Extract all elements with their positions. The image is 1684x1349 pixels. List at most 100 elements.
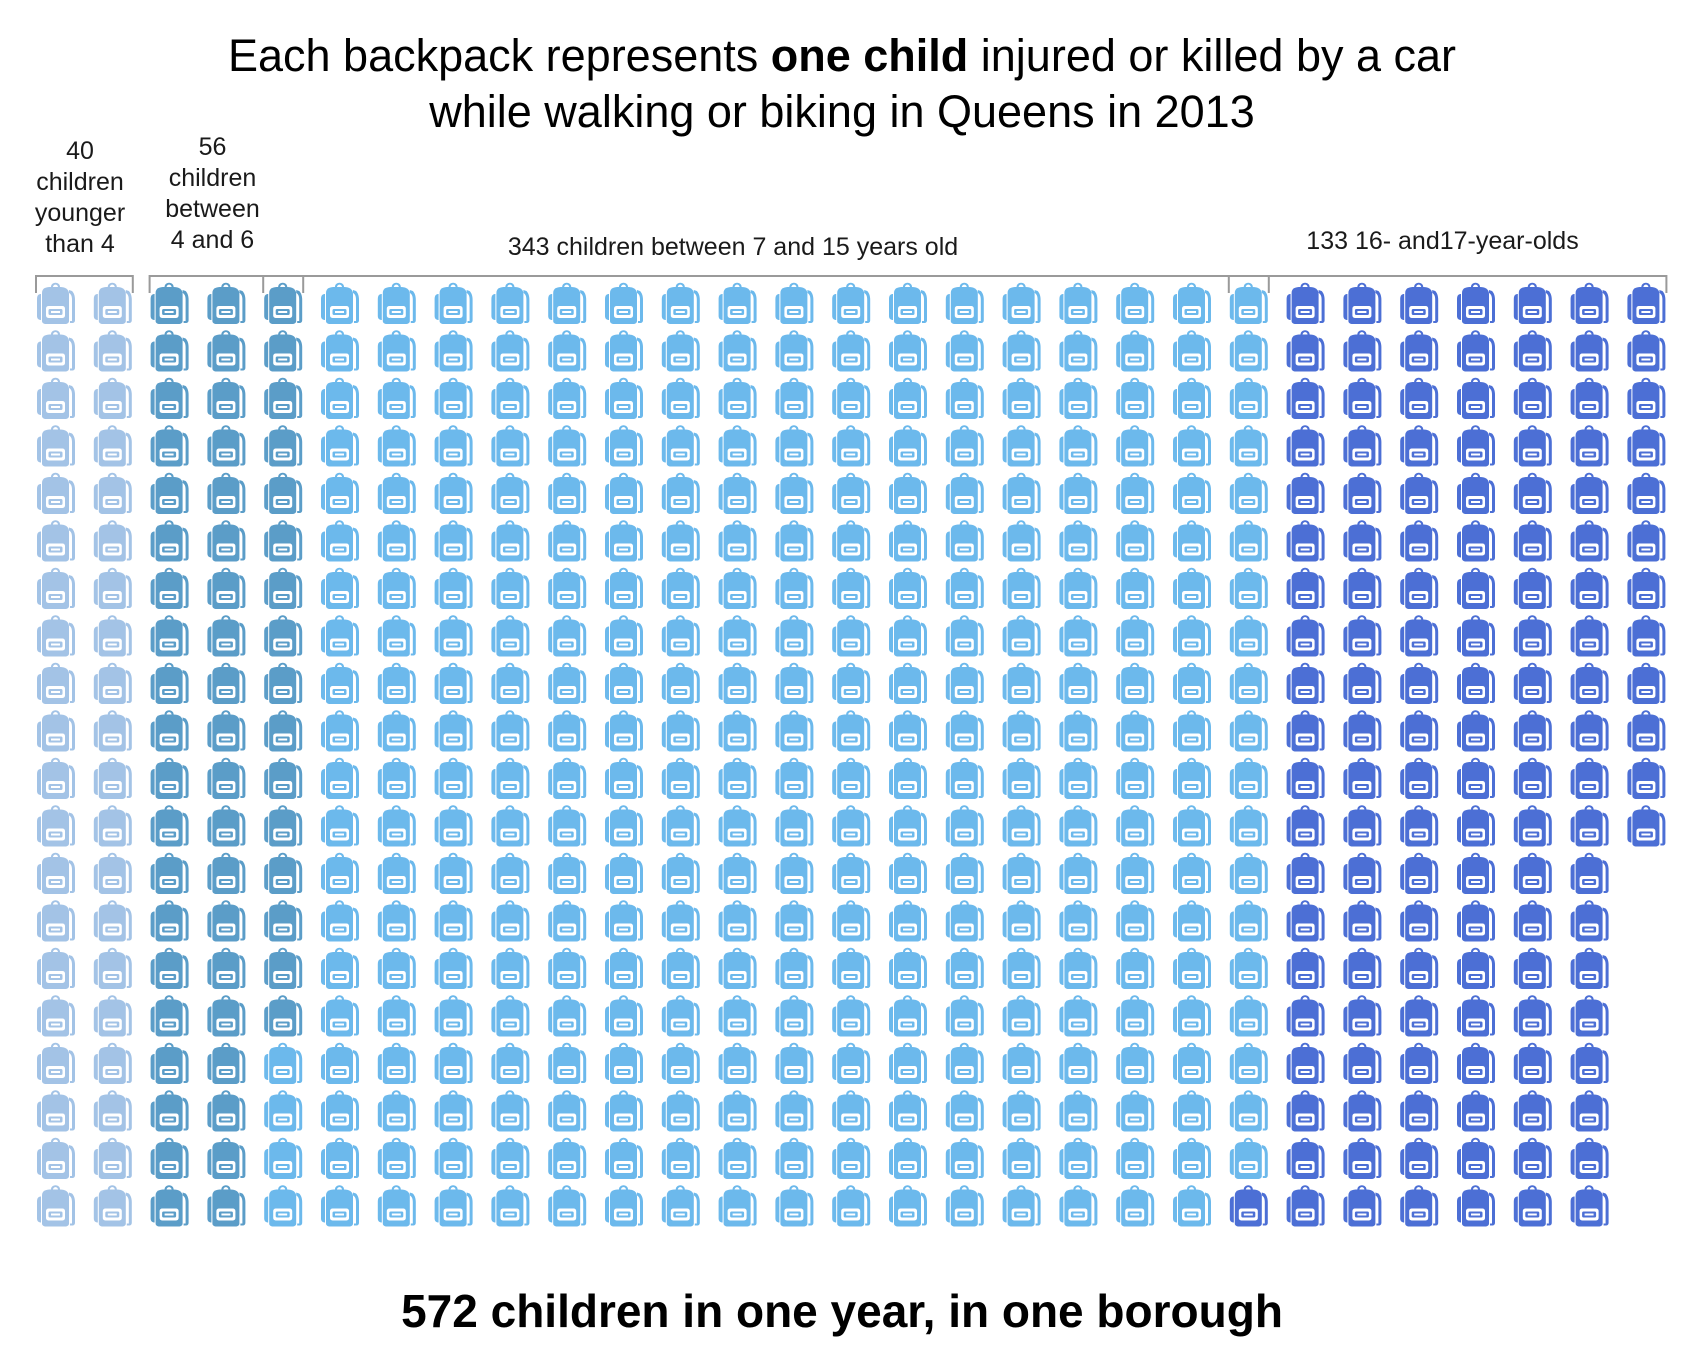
backpack-icon [832, 1185, 871, 1227]
backpack-icon [1002, 615, 1041, 657]
title-text-part2: injured or killed by a car [968, 30, 1457, 81]
backpack-icon [1002, 995, 1041, 1037]
backpack-icon [264, 472, 303, 514]
backpack-icon [548, 520, 587, 562]
backpack-icon [264, 1185, 303, 1227]
backpack-icon [264, 757, 303, 799]
backpack-icon [1173, 615, 1211, 657]
backpack-icon [945, 567, 984, 609]
backpack-icon [1513, 472, 1552, 514]
backpack-icon [377, 1137, 416, 1179]
backpack-icon [1286, 330, 1325, 372]
backpack-icon [548, 615, 587, 657]
backpack-icon [207, 662, 246, 704]
backpack-icon [1513, 900, 1552, 942]
backpack-icon [718, 1042, 757, 1084]
backpack-icon [1229, 947, 1268, 989]
backpack-icon [37, 757, 75, 799]
group-bracket [1227, 275, 1668, 293]
backpack-icon [434, 377, 473, 419]
backpack-icon [1627, 662, 1666, 704]
backpack-icon [718, 330, 757, 372]
backpack-icon [1343, 995, 1382, 1037]
backpack-icon [434, 757, 473, 799]
backpack-icon [832, 710, 871, 752]
backpack-icon [775, 377, 814, 419]
backpack-icon [1229, 1090, 1268, 1132]
backpack-icon [1457, 710, 1495, 752]
backpack-icon [1343, 1185, 1382, 1227]
backpack-icon [93, 330, 132, 372]
backpack-icon [491, 900, 530, 942]
backpack-icon [661, 852, 700, 894]
backpack-icon [377, 377, 416, 419]
backpack-icon [775, 1137, 814, 1179]
backpack-icon [264, 615, 303, 657]
backpack-icon [1343, 947, 1382, 989]
backpack-icon [434, 1185, 473, 1227]
backpack-icon [150, 330, 189, 372]
backpack-icon [1457, 947, 1495, 989]
backpack-icon [377, 757, 416, 799]
backpack-icon [1229, 710, 1268, 752]
backpack-icon [605, 472, 643, 514]
backpack-icon [661, 615, 700, 657]
backpack-icon [1627, 567, 1666, 609]
backpack-icon [718, 947, 757, 989]
backpack-icon [37, 615, 75, 657]
backpack-icon [377, 425, 416, 467]
backpack-icon [605, 662, 643, 704]
backpack-icon [1343, 710, 1382, 752]
backpack-icon [718, 567, 757, 609]
backpack-icon [945, 1090, 984, 1132]
backpack-icon [1343, 330, 1382, 372]
backpack-icon [1286, 995, 1325, 1037]
backpack-icon [207, 425, 246, 467]
backpack-icon [1400, 425, 1439, 467]
backpack-icon [321, 1137, 359, 1179]
backpack-icon [1059, 567, 1098, 609]
backpack-icon [207, 567, 246, 609]
backpack-icon [548, 330, 587, 372]
backpack-icon [434, 567, 473, 609]
backpack-icon [1173, 1090, 1211, 1132]
backpack-icon [1627, 710, 1666, 752]
backpack-icon [491, 282, 530, 324]
backpack-icon [491, 330, 530, 372]
backpack-icon [945, 1042, 984, 1084]
backpack-icon [1173, 805, 1211, 847]
backpack-icon [1173, 1137, 1211, 1179]
backpack-icon [1173, 710, 1211, 752]
backpack-icon [548, 1137, 587, 1179]
backpack-icon [1059, 1090, 1098, 1132]
backpack-icon [775, 1185, 814, 1227]
backpack-icon [1173, 1042, 1211, 1084]
backpack-icon [1116, 1137, 1155, 1179]
backpack-icon [434, 330, 473, 372]
backpack-icon [1457, 425, 1495, 467]
backpack-icon [1173, 330, 1211, 372]
backpack-icon [945, 947, 984, 989]
backpack-icon [1570, 995, 1609, 1037]
backpack-icon [321, 1090, 359, 1132]
backpack-icon [264, 662, 303, 704]
backpack-icon [93, 947, 132, 989]
backpack-icon [1343, 567, 1382, 609]
backpack-icon [1002, 330, 1041, 372]
group-label-7-to-15: 343 children between 7 and 15 years old [507, 233, 959, 261]
backpack-icon [775, 472, 814, 514]
backpack-icon [1400, 805, 1439, 847]
backpack-icon [37, 520, 75, 562]
backpack-icon [434, 282, 473, 324]
backpack-icon [1286, 1090, 1325, 1132]
backpack-icon [945, 757, 984, 799]
backpack-icon [661, 947, 700, 989]
group-label-under-4: 40 children younger than 4 [34, 137, 126, 258]
backpack-icon [1343, 1137, 1382, 1179]
backpack-icon [1343, 757, 1382, 799]
backpack-icon [1627, 520, 1666, 562]
backpack-icon [321, 377, 359, 419]
backpack-icon [945, 425, 984, 467]
backpack-icon [93, 1185, 132, 1227]
backpack-icon [832, 425, 871, 467]
